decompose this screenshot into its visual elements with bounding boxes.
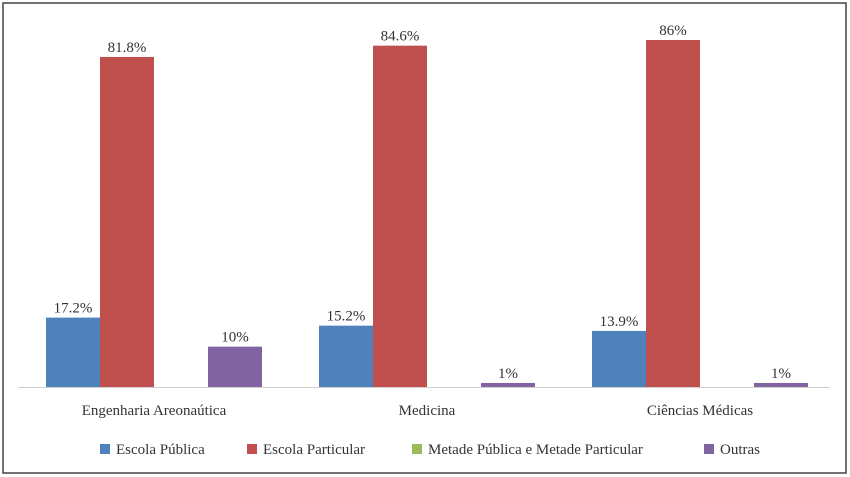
value-label: 10% (221, 330, 249, 346)
legend-swatch (412, 444, 422, 454)
legend-label: Escola Particular (263, 442, 365, 458)
x-tick-label: Engenharia Areonaútica (82, 403, 227, 419)
legend-swatch (704, 444, 714, 454)
bar (754, 382, 808, 387)
bar (46, 317, 100, 387)
bar (481, 382, 535, 387)
legend-label: Escola Pública (116, 442, 205, 458)
bar (373, 45, 427, 388)
value-label: 17.2% (54, 301, 93, 317)
bar (592, 330, 646, 387)
value-label: 84.6% (381, 29, 420, 45)
legend-swatch (247, 444, 257, 454)
legend-label: Outras (720, 442, 760, 458)
value-label: 15.2% (327, 309, 366, 325)
x-tick-label: Ciências Médicas (647, 403, 753, 419)
legend-swatch (100, 444, 110, 454)
value-label: 81.8% (108, 40, 147, 56)
bar (208, 346, 262, 387)
value-label: 1% (771, 366, 791, 382)
value-label: 13.9% (600, 314, 639, 330)
value-label: 1% (498, 366, 518, 382)
value-label: 86% (659, 23, 687, 39)
bar (319, 325, 373, 387)
legend-label: Metade Pública e Metade Particular (428, 442, 643, 458)
x-tick-label: Medicina (399, 403, 456, 419)
bar (100, 56, 154, 388)
bar (646, 40, 700, 387)
